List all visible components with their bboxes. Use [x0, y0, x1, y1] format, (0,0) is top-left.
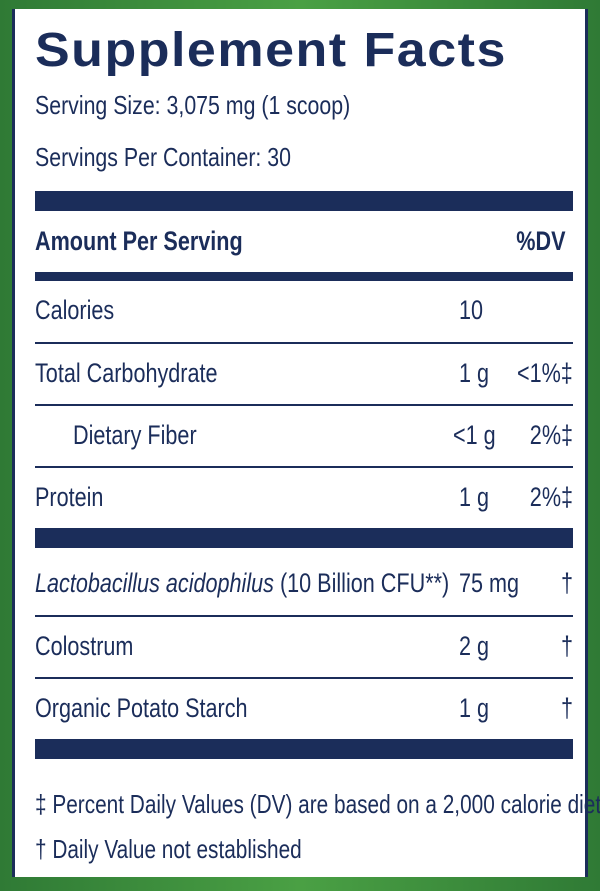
ingredient-row-potato-starch: Organic Potato Starch 1 g †: [35, 677, 573, 737]
ingredient-amount: 2 g: [459, 631, 490, 661]
thick-divider: [35, 191, 573, 211]
nutrient-row-dietary-fiber: Dietary Fiber <1 g 2%‡: [35, 404, 573, 464]
ingredient-dv: †: [560, 631, 573, 661]
nutrient-name: Dietary Fiber: [73, 420, 197, 450]
nutrient-dv: 2%‡: [529, 482, 573, 512]
ingredient-name: Organic Potato Starch: [35, 693, 248, 723]
nutrient-name: Protein: [35, 482, 104, 512]
ingredient-name: Colostrum: [35, 631, 134, 661]
amount-per-serving-header: Amount Per Serving: [35, 226, 243, 256]
thick-divider: [35, 739, 573, 759]
supplement-facts-panel: Supplement Facts Serving Size: 3,075 mg …: [12, 9, 600, 877]
nutrient-amount: 1 g: [459, 358, 490, 388]
ingredient-name: Lactobacillus acidophilus (10 Billion CF…: [35, 554, 449, 612]
daily-value-header: %DV: [516, 226, 566, 256]
label-title: Supplement Facts: [35, 23, 507, 78]
serving-size: Serving Size: 3,075 mg (1 scoop): [35, 90, 351, 120]
ingredient-row-colostrum: Colostrum 2 g †: [35, 615, 573, 675]
nutrient-amount: <1 g: [453, 420, 496, 450]
ingredient-amount: 1 g: [459, 693, 490, 723]
ingredient-dv: †: [560, 693, 573, 723]
footnote-not-established: † Daily Value not established: [35, 834, 302, 864]
ingredient-name-italic: Lactobacillus acidophilus: [35, 568, 274, 598]
nutrient-dv: 2%‡: [529, 420, 573, 450]
servings-per-container: Servings Per Container: 30: [35, 142, 291, 172]
ingredient-name-detail: (10 Billion CFU**): [273, 568, 450, 598]
nutrient-row-total-carbohydrate: Total Carbohydrate 1 g <1%‡: [35, 342, 573, 402]
thick-divider: [35, 528, 573, 548]
nutrient-name: Calories: [35, 295, 115, 325]
nutrient-dv: <1%‡: [517, 358, 573, 388]
nutrient-row-protein: Protein 1 g 2%‡: [35, 466, 573, 526]
nutrient-amount: 10: [459, 295, 484, 325]
ingredient-row-lactobacillus: Lactobacillus acidophilus (10 Billion CF…: [35, 554, 573, 614]
ingredient-amount: 75 mg: [459, 568, 520, 598]
nutrient-name: Total Carbohydrate: [35, 358, 218, 388]
nutrient-amount: 1 g: [459, 482, 490, 512]
ingredient-dv: †: [560, 568, 573, 598]
footnote-daily-values: ‡ Percent Daily Values (DV) are based on…: [35, 789, 600, 819]
header-divider: [35, 272, 573, 281]
nutrient-row-calories: Calories 10: [35, 281, 573, 341]
